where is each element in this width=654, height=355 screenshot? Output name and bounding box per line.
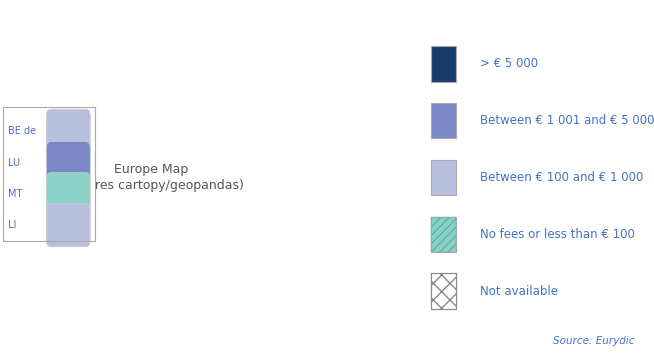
Bar <box>432 273 456 309</box>
FancyBboxPatch shape <box>46 173 90 216</box>
Text: BE de: BE de <box>8 126 36 136</box>
Text: Not available: Not available <box>480 285 558 297</box>
Text: No fees or less than € 100: No fees or less than € 100 <box>480 228 634 241</box>
Text: LI: LI <box>8 220 16 230</box>
FancyBboxPatch shape <box>46 142 90 185</box>
FancyBboxPatch shape <box>46 204 90 247</box>
Text: MT: MT <box>8 189 22 199</box>
Bar <box>432 103 456 138</box>
Text: Europe Map
(requires cartopy/geopandas): Europe Map (requires cartopy/geopandas) <box>58 164 245 191</box>
Text: Source: Eurydic: Source: Eurydic <box>553 336 634 346</box>
Bar <box>432 217 456 252</box>
FancyBboxPatch shape <box>46 109 90 152</box>
Bar <box>432 160 456 195</box>
Bar <box>432 217 456 252</box>
Bar <box>432 273 456 309</box>
Bar <box>432 46 456 82</box>
Text: > € 5 000: > € 5 000 <box>480 58 538 70</box>
Text: Between € 1 001 and € 5 000: Between € 1 001 and € 5 000 <box>480 114 654 127</box>
Text: Between € 100 and € 1 000: Between € 100 and € 1 000 <box>480 171 643 184</box>
Text: LU: LU <box>8 158 20 168</box>
